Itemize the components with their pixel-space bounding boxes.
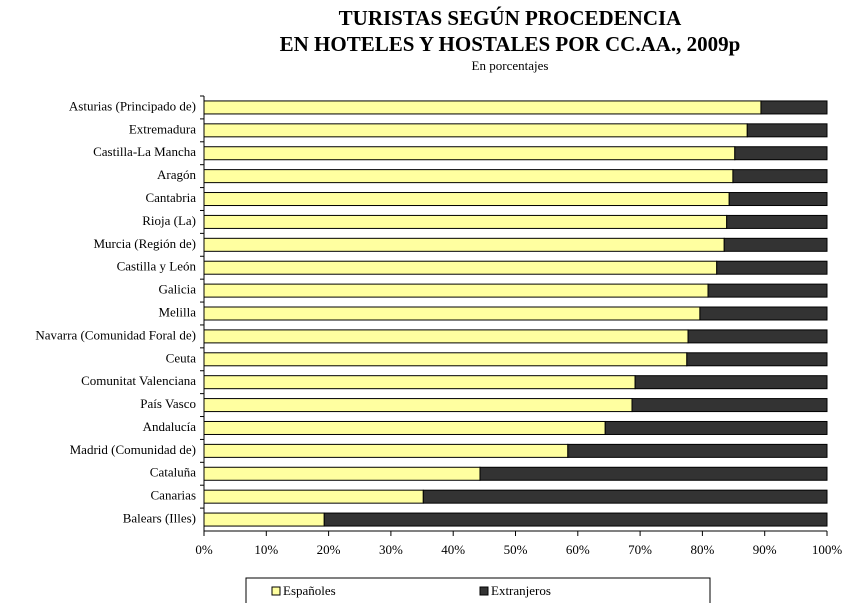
legend-swatch	[271, 586, 281, 596]
x-tick-label: 100%	[812, 542, 843, 557]
bar-segment	[699, 306, 828, 321]
y-tick-label: Cataluña	[150, 465, 196, 480]
y-tick-label: Galicia	[158, 282, 196, 297]
bar-segment	[707, 283, 828, 298]
x-tick-label: 0%	[195, 542, 213, 557]
bar-segment	[203, 466, 481, 481]
bar-segment	[734, 146, 828, 161]
x-tick-label: 40%	[441, 542, 465, 557]
bar-segment	[203, 512, 325, 527]
x-tick-label: 50%	[504, 542, 528, 557]
bar-segment	[716, 260, 828, 275]
bar-segment	[760, 100, 828, 115]
bar-segment	[203, 123, 748, 138]
bar-segment	[479, 466, 828, 481]
x-tick-label: 60%	[566, 542, 590, 557]
y-tick-label: Ceuta	[166, 350, 197, 365]
bar-segment	[686, 352, 828, 367]
bar-segment	[203, 420, 606, 435]
bar-segment	[203, 260, 718, 275]
y-tick-label: País Vasco	[140, 396, 196, 411]
bar-segment	[323, 512, 828, 527]
bar-segment	[203, 237, 725, 252]
chart-subtitle: En porcentajes	[472, 58, 549, 73]
bar-segment	[728, 192, 828, 207]
bar-segment	[203, 214, 728, 229]
legend-label: Extranjeros	[491, 583, 551, 598]
bar-segment	[203, 398, 633, 413]
x-tick-label: 10%	[254, 542, 278, 557]
y-tick-label: Aragón	[157, 167, 196, 182]
bar-segment	[203, 283, 709, 298]
bar-segment	[203, 306, 701, 321]
bar-segment	[203, 375, 636, 390]
bar-segment	[203, 192, 730, 207]
bar-segment	[746, 123, 828, 138]
y-tick-label: Melilla	[158, 304, 196, 319]
legend-swatch	[479, 586, 489, 596]
bar-segment	[203, 443, 569, 458]
y-tick-label: Cantabria	[145, 190, 196, 205]
chart-title: EN HOTELES Y HOSTALES POR CC.AA., 2009p	[280, 32, 741, 56]
y-tick-label: Extremadura	[129, 121, 196, 136]
bar-segment	[631, 398, 828, 413]
legend-box	[245, 577, 711, 603]
y-tick-label: Castilla-La Mancha	[93, 144, 196, 159]
y-tick-label: Andalucía	[143, 419, 197, 434]
x-tick-label: 30%	[379, 542, 403, 557]
bar-segment	[203, 489, 424, 504]
bar-segment	[422, 489, 828, 504]
bar-segment	[203, 146, 736, 161]
y-tick-label: Rioja (La)	[142, 213, 196, 228]
x-tick-label: 70%	[628, 542, 652, 557]
bar-segment	[726, 214, 828, 229]
y-tick-label: Canarias	[151, 488, 196, 503]
y-tick-label: Comunitat Valenciana	[81, 373, 196, 388]
y-tick-label: Madrid (Comunidad de)	[70, 442, 196, 457]
y-tick-label: Murcia (Región de)	[93, 236, 196, 251]
bar-segment	[203, 169, 734, 184]
bar-segment	[567, 443, 828, 458]
bar-segment	[634, 375, 828, 390]
y-tick-label: Asturias (Principado de)	[69, 98, 196, 113]
bar-segment	[687, 329, 828, 344]
bar-segment	[203, 352, 688, 367]
bar-segment	[723, 237, 828, 252]
x-tick-label: 20%	[317, 542, 341, 557]
chart-title: TURISTAS SEGÚN PROCEDENCIA	[339, 6, 683, 30]
x-tick-label: 90%	[753, 542, 777, 557]
y-tick-label: Navarra (Comunidad Foral de)	[35, 327, 196, 342]
bar-segment	[732, 169, 828, 184]
y-tick-label: Castilla y León	[117, 259, 197, 274]
bar-segment	[203, 100, 762, 115]
bar-segment	[604, 420, 828, 435]
y-tick-label: Balears (Illes)	[123, 511, 196, 526]
x-tick-label: 80%	[690, 542, 714, 557]
bar-segment	[203, 329, 689, 344]
legend-label: Españoles	[283, 583, 336, 598]
